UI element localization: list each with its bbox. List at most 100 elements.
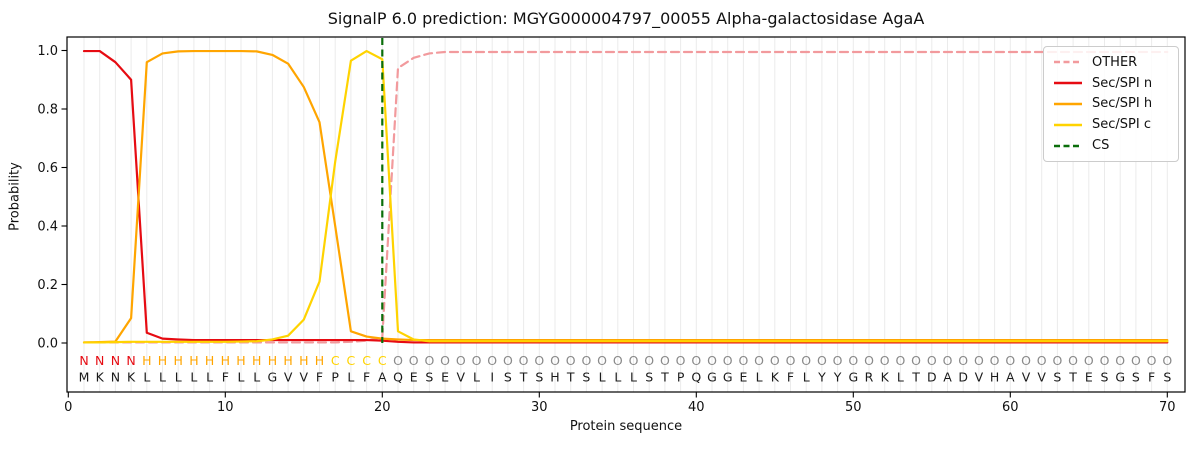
sequence-letter: L (206, 370, 213, 385)
sequence-letter: F (1148, 370, 1155, 385)
svg-text:0.0: 0.0 (37, 337, 58, 352)
sequence-letter: A (378, 370, 387, 385)
svg-text:0.4: 0.4 (37, 220, 58, 235)
sequence-letter: L (599, 370, 606, 385)
legend-item-sec-spi-c: Sec/SPI c (1053, 114, 1169, 135)
region-letter: O (848, 353, 858, 368)
region-letter: O (519, 353, 529, 368)
sequence-letter: G (723, 370, 733, 385)
region-letter: N (126, 353, 135, 368)
region-letter: O (990, 353, 1000, 368)
region-letter: O (456, 353, 466, 368)
sequence-letter: T (660, 370, 669, 385)
legend-label: OTHER (1092, 54, 1138, 70)
sequence-letter: T (911, 370, 920, 385)
sequence-letter: E (1085, 370, 1093, 385)
sequence-letter: L (238, 370, 245, 385)
gridlines (83, 37, 1168, 392)
region-letter: H (158, 353, 167, 368)
series-line-sec-spi-n (82, 49, 1169, 344)
sequence-letter: F (222, 370, 229, 385)
sequence-letter: S (504, 370, 512, 385)
sequence-letter: T (1068, 370, 1077, 385)
sequence-letter: L (803, 370, 810, 385)
svg-text:0.8: 0.8 (37, 103, 58, 118)
y-axis-ticks: 0.0 0.2 0.4 0.6 0.8 1.0 (37, 44, 67, 352)
region-letter: H (189, 353, 198, 368)
region-letter: O (943, 353, 953, 368)
legend-line-sample (1054, 123, 1082, 127)
region-letter: O (1005, 353, 1015, 368)
sequence-letter: K (96, 370, 105, 385)
region-letter: C (331, 353, 340, 368)
region-letter: O (691, 353, 701, 368)
sequence-letter: E (410, 370, 418, 385)
region-letter: O (1037, 353, 1047, 368)
svg-text:1.0: 1.0 (37, 44, 58, 59)
legend-line-sample (1054, 81, 1082, 85)
region-letter: O (581, 353, 591, 368)
legend-label: Sec/SPI c (1092, 117, 1151, 133)
region-letter: O (958, 353, 968, 368)
sequence-letter: F (363, 370, 370, 385)
sequence-letter: L (143, 370, 150, 385)
sequence-letter: S (1101, 370, 1109, 385)
region-letter: O (613, 353, 623, 368)
sequence-letter: Q (393, 370, 403, 385)
legend-line-sample (1054, 144, 1082, 147)
svg-text:40: 40 (688, 400, 705, 415)
sequence-letter: P (677, 370, 685, 385)
sequence-letter: S (425, 370, 433, 385)
sequence-letter: Y (817, 370, 826, 385)
sequence-letter: L (630, 370, 637, 385)
region-letter: O (927, 353, 937, 368)
sequence-letter: Q (691, 370, 701, 385)
sequence-letter: G (1115, 370, 1125, 385)
region-letter: C (362, 353, 371, 368)
region-letter: O (1021, 353, 1031, 368)
region-letter: O (1115, 353, 1125, 368)
sequence-letter: L (473, 370, 480, 385)
sequence-letter: K (881, 370, 890, 385)
sequence-letter: L (897, 370, 904, 385)
legend-item-other: OTHER (1053, 52, 1169, 73)
region-letter: O (440, 353, 450, 368)
sequence-letter: M (79, 370, 90, 385)
sequence-letter: S (1053, 370, 1061, 385)
legend-box: OTHER Sec/SPI n Sec/SPI h Sec/SPI c CS (1043, 46, 1179, 162)
region-letter: H (268, 353, 277, 368)
sequence-letter: S (645, 370, 653, 385)
legend-label: Sec/SPI n (1092, 75, 1153, 91)
region-letter: H (283, 353, 292, 368)
sequence-letter: T (566, 370, 575, 385)
sequence-letter: N (111, 370, 120, 385)
region-letter: O (566, 353, 576, 368)
x-axis-label: Protein sequence (569, 419, 683, 434)
region-letter: O (487, 353, 497, 368)
region-letter: N (111, 353, 120, 368)
sequence-letter: T (519, 370, 528, 385)
svg-text:0.2: 0.2 (37, 278, 58, 293)
legend-item-cs: CS (1053, 135, 1169, 156)
region-letter: O (472, 353, 482, 368)
region-letter: H (299, 353, 308, 368)
svg-text:10: 10 (217, 400, 234, 415)
region-letter: O (393, 353, 403, 368)
region-letter: H (221, 353, 230, 368)
region-letter: O (880, 353, 890, 368)
plot-frame (66, 36, 1186, 393)
sequence-letter: L (175, 370, 182, 385)
region-letter: O (660, 353, 670, 368)
svg-text:0.6: 0.6 (37, 161, 58, 176)
region-letter: O (424, 353, 434, 368)
legend-label: Sec/SPI h (1092, 96, 1153, 112)
region-letter: O (707, 353, 717, 368)
sequence-letter: K (127, 370, 136, 385)
legend-item-sec-spi-n: Sec/SPI n (1053, 73, 1169, 94)
sequence-letter: D (958, 370, 968, 385)
sequence-letter: V (1037, 370, 1046, 385)
sequence-letter: Y (833, 370, 842, 385)
region-letter: O (1147, 353, 1157, 368)
sequence-letter: V (284, 370, 293, 385)
